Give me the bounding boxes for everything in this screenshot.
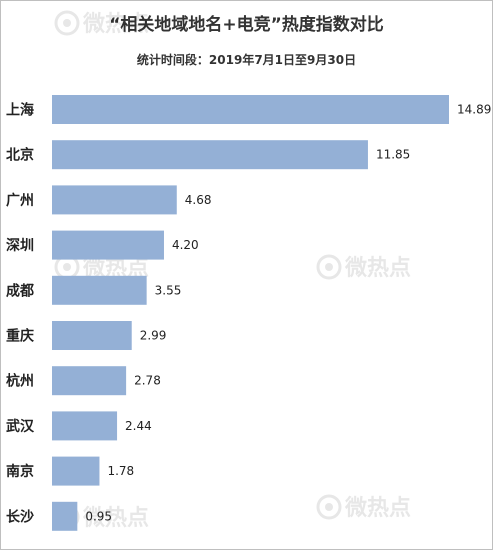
watermark: 微热点 — [316, 494, 411, 521]
chart-subtitle: 统计时间段：2019年7月1日至9月30日 — [136, 53, 357, 67]
category-label: 重庆 — [6, 328, 34, 345]
bar — [52, 185, 177, 215]
bar — [52, 501, 78, 531]
category-label: 南京 — [6, 463, 34, 480]
watermark-text: 微热点 — [344, 495, 411, 521]
weibo-eye-icon — [54, 10, 80, 36]
bar — [52, 411, 118, 441]
category-label: 长沙 — [6, 508, 34, 525]
value-label: 2.44 — [125, 419, 152, 433]
bar — [52, 230, 164, 260]
value-label: 14.89 — [457, 103, 491, 117]
value-label: 4.68 — [185, 193, 212, 207]
chart-title: “相关地域地名+电竞”热度指数对比 — [109, 15, 384, 35]
bar — [52, 95, 449, 124]
value-label: 1.78 — [107, 464, 134, 478]
category-label: 北京 — [6, 147, 34, 164]
category-label: 武汉 — [6, 418, 35, 435]
bar — [52, 321, 132, 350]
value-label: 0.95 — [85, 509, 112, 523]
category-label: 深圳 — [6, 237, 34, 254]
watermark-text: 微热点 — [82, 11, 149, 37]
bar — [52, 140, 368, 170]
watermark: 微热点 — [316, 254, 411, 281]
watermark-eye-pupil — [63, 19, 71, 27]
value-label: 2.78 — [134, 374, 161, 388]
value-label: 2.99 — [140, 329, 167, 343]
watermark-eye-pupil — [63, 263, 71, 271]
watermark-eye-pupil — [325, 503, 333, 511]
watermark-text: 微热点 — [344, 255, 411, 281]
value-label: 3.55 — [155, 283, 182, 297]
bars-group: 上海 14.89 北京 11.85 广州 4.68 深圳 4.20 成都 3.55 重庆 2.99 杭州… — [6, 95, 491, 531]
watermark: 微热点 — [54, 10, 149, 37]
bar — [52, 456, 100, 486]
value-label: 4.20 — [172, 238, 199, 252]
weibo-eye-icon — [316, 254, 342, 280]
watermark-eye-pupil — [325, 263, 333, 271]
watermark-text: 微热点 — [82, 505, 149, 531]
category-label: 广州 — [6, 192, 34, 209]
bar — [52, 275, 147, 305]
bar — [52, 366, 127, 396]
category-label: 上海 — [6, 102, 34, 119]
weibo-eye-icon — [316, 494, 342, 520]
value-label: 11.85 — [376, 148, 410, 162]
category-label: 成都 — [6, 282, 34, 299]
category-label: 杭州 — [6, 373, 34, 390]
